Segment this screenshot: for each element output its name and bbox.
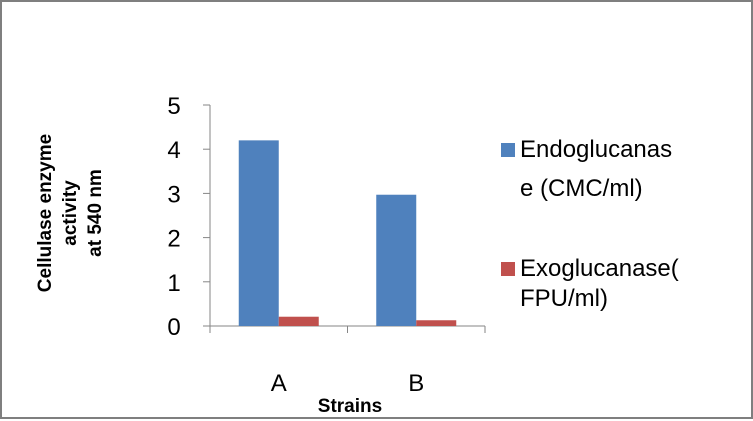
- x-tick-label: A: [271, 370, 287, 397]
- y-tick-label: 3: [167, 181, 180, 208]
- legend-label-exoglucanase-line-1: Exoglucanase(: [520, 255, 679, 282]
- bar-series-1-A: [278, 316, 319, 326]
- bar-series-1-B: [416, 320, 457, 326]
- y-tick-label: 4: [167, 137, 180, 164]
- bar-series-0-B: [376, 194, 417, 326]
- bar-series-0-A: [238, 140, 279, 326]
- legend-label-exoglucanase-line-2: FPU/ml): [520, 285, 608, 312]
- x-axis-title: Strains: [318, 396, 382, 417]
- bars: [238, 140, 457, 326]
- y-axis-title-line-2: activity: [60, 180, 81, 246]
- legend-label-endoglucanase-line-1: Endoglucanas: [520, 136, 672, 163]
- legend-swatch-exoglucanase: [501, 262, 515, 276]
- y-axis-title: Cellulase enzyme activity at 540 nm: [35, 134, 106, 292]
- axes: 0 1 2 3 4 5 A B: [167, 93, 486, 397]
- y-axis-title-line-3: at 540 nm: [85, 169, 106, 257]
- legend-swatch-endoglucanase: [501, 143, 515, 157]
- y-tick-label: 1: [167, 270, 180, 297]
- y-tick-label: 2: [167, 226, 180, 253]
- legend: Endoglucanas e (CMC/ml) Exoglucanase( FP…: [501, 136, 679, 312]
- y-tick-label: 5: [167, 93, 180, 120]
- x-tick-label: B: [408, 370, 424, 397]
- y-tick-label: 0: [167, 314, 180, 341]
- y-axis-title-line-1: Cellulase enzyme: [35, 134, 56, 292]
- legend-label-endoglucanase-line-2: e (CMC/ml): [520, 175, 643, 202]
